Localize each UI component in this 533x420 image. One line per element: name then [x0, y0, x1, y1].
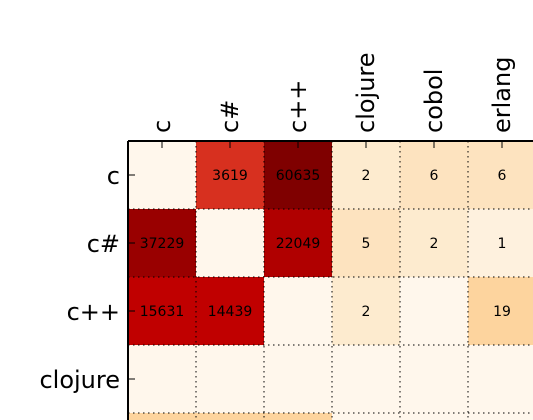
heatmap-cell-c-cobol — [400, 141, 468, 209]
cell-value-label: 1 — [498, 236, 507, 252]
y-tick-label-clojure: clojure — [39, 366, 120, 394]
x-tick-label-c#: c# — [216, 100, 244, 133]
heatmap-cell-partial — [332, 413, 400, 420]
heatmap-cell-partial — [264, 413, 332, 420]
axis-ticks — [128, 141, 503, 380]
cell-value-label: 37229 — [140, 236, 185, 252]
heatmap-cell-partial — [400, 413, 468, 420]
heatmap-cell-c++-c# — [196, 277, 264, 345]
heatmap-cell-c++-clojure — [332, 277, 400, 345]
heatmap-cell-c#-clojure — [332, 209, 400, 277]
cell-value-label: 2 — [430, 236, 439, 252]
heatmap-cell-c-c++ — [264, 141, 332, 209]
heatmap-cell-partial — [196, 413, 264, 420]
heatmap-cell-c-c — [128, 141, 196, 209]
x-tick-label-cobol: cobol — [420, 69, 448, 133]
cell-value-label: 2 — [362, 304, 371, 320]
heatmap-cells — [128, 141, 533, 420]
heatmap-cell-clojure-clojure — [332, 345, 400, 413]
cell-value-label: 60635 — [276, 168, 321, 184]
x-tick-label-c: c — [148, 120, 176, 133]
heatmap-cell-clojure-c — [128, 345, 196, 413]
heatmap-cell-partial — [468, 413, 533, 420]
heatmap-cell-c-c# — [196, 141, 264, 209]
heatmap-cell-c++-c — [128, 277, 196, 345]
heatmap-cell-c#-erlang — [468, 209, 533, 277]
cell-value-label: 5 — [362, 236, 371, 252]
heatmap-cell-partial — [128, 413, 196, 420]
x-tick-label-erlang: erlang — [488, 57, 516, 133]
heatmap-cell-c++-c++ — [264, 277, 332, 345]
heatmap-cell-clojure-c# — [196, 345, 264, 413]
heatmap-cell-c++-erlang — [468, 277, 533, 345]
heatmap-cell-clojure-cobol — [400, 345, 468, 413]
cell-value-label: 6 — [430, 168, 439, 184]
cell-value-labels: 3619 60635 2 6 6 37229 22049 5 2 1 15631 14439 2 19 — [140, 168, 511, 320]
heatmap-cell-c#-c++ — [264, 209, 332, 277]
y-tick-label-c: c — [107, 162, 120, 190]
heatmap-cell-c#-c# — [196, 209, 264, 277]
cell-value-label: 2 — [362, 168, 371, 184]
cell-value-label: 3619 — [212, 168, 248, 184]
cell-value-label: 22049 — [276, 236, 321, 252]
y-tick-label-c++: c++ — [67, 298, 120, 326]
x-tick-label-c++: c++ — [284, 80, 312, 133]
cell-value-label: 19 — [493, 304, 511, 320]
cell-value-label: 15631 — [140, 304, 185, 320]
heatmap-cell-c-clojure — [332, 141, 400, 209]
heatmap-grid — [128, 141, 533, 420]
heatmap-cell-clojure-c++ — [264, 345, 332, 413]
plot-frame — [127, 140, 533, 420]
x-tick-labels: c c# c++ clojure cobol erlang — [148, 52, 516, 133]
heatmap-cell-c++-cobol — [400, 277, 468, 345]
heatmap-cell-c-erlang — [468, 141, 533, 209]
heatmap-cell-c#-cobol — [400, 209, 468, 277]
heatmap-cell-clojure-erlang — [468, 345, 533, 413]
cell-value-label: 6 — [498, 168, 507, 184]
y-tick-label-c#: c# — [87, 230, 120, 258]
heatmap-cell-c#-c — [128, 209, 196, 277]
cell-value-label: 14439 — [208, 304, 253, 320]
x-tick-label-clojure: clojure — [352, 52, 380, 133]
y-tick-labels: c c# c++ clojure — [39, 162, 120, 394]
